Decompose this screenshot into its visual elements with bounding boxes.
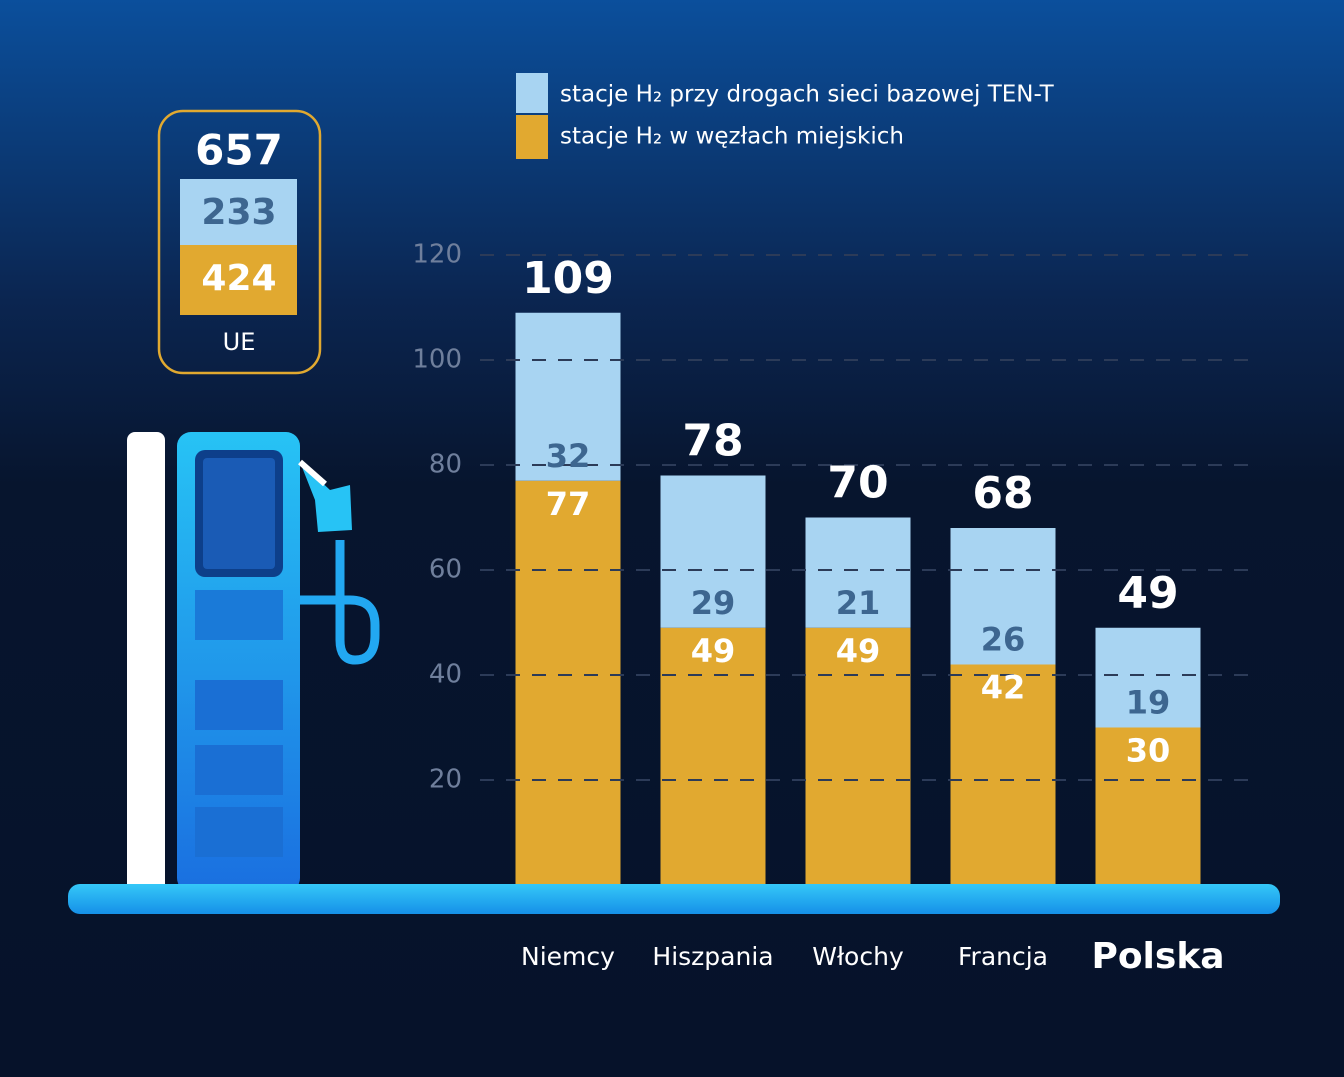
- eu-box: [157, 109, 322, 375]
- value-label: 49: [691, 632, 736, 670]
- eu-value: 233: [201, 192, 276, 233]
- eu-label: UE: [223, 328, 256, 356]
- bar-segment: [660, 627, 766, 885]
- total-label: 49: [1117, 568, 1178, 619]
- total-label: 68: [972, 468, 1033, 519]
- value-label: 30: [1126, 732, 1171, 770]
- ground: [68, 884, 1280, 914]
- x-tick-label: Francja: [958, 942, 1048, 971]
- bar-segment: [515, 480, 621, 885]
- legend-label: stacje H₂ przy drogach sieci bazowej TEN…: [560, 82, 1055, 108]
- eu-segment: [180, 245, 297, 315]
- x-tick-label: Polska: [1091, 936, 1224, 977]
- y-tick-label: 60: [429, 555, 462, 585]
- legend-label: stacje H₂ w węzłach miejskich: [560, 124, 904, 150]
- value-label: 42: [981, 669, 1026, 707]
- value-label: 32: [546, 437, 591, 475]
- y-tick-label: 20: [429, 765, 462, 795]
- bar-segment: [950, 664, 1056, 885]
- y-tick-label: 80: [429, 450, 462, 480]
- bar-segment: [1095, 727, 1201, 885]
- legend-swatch: [516, 73, 548, 113]
- x-tick-label: Niemcy: [521, 942, 615, 971]
- value-label: 21: [836, 584, 881, 622]
- x-tick-label: Hiszpania: [652, 942, 773, 971]
- bar-segment: [950, 528, 1056, 665]
- y-tick-label: 100: [412, 345, 462, 375]
- x-tick-label: Włochy: [812, 942, 904, 971]
- y-tick-label: 120: [412, 240, 462, 270]
- bar-segment: [515, 312, 621, 481]
- value-label: 19: [1126, 684, 1171, 722]
- bar-segment: [805, 627, 911, 885]
- value-label: 26: [981, 621, 1026, 659]
- value-label: 29: [691, 584, 736, 622]
- value-label: 49: [836, 632, 881, 670]
- bar-segment: [805, 517, 911, 628]
- eu-segment: [180, 179, 297, 245]
- legend-swatch: [516, 115, 548, 159]
- total-label: 109: [522, 253, 614, 304]
- bar-segment: [660, 475, 766, 628]
- value-label: 77: [546, 485, 591, 523]
- total-label: 70: [827, 458, 888, 509]
- y-tick-label: 40: [429, 660, 462, 690]
- bar-segment: [1095, 627, 1201, 728]
- pump-icon: [127, 432, 380, 892]
- eu-value: 424: [201, 258, 276, 299]
- eu-total: 657: [195, 126, 283, 175]
- total-label: 78: [682, 416, 743, 467]
